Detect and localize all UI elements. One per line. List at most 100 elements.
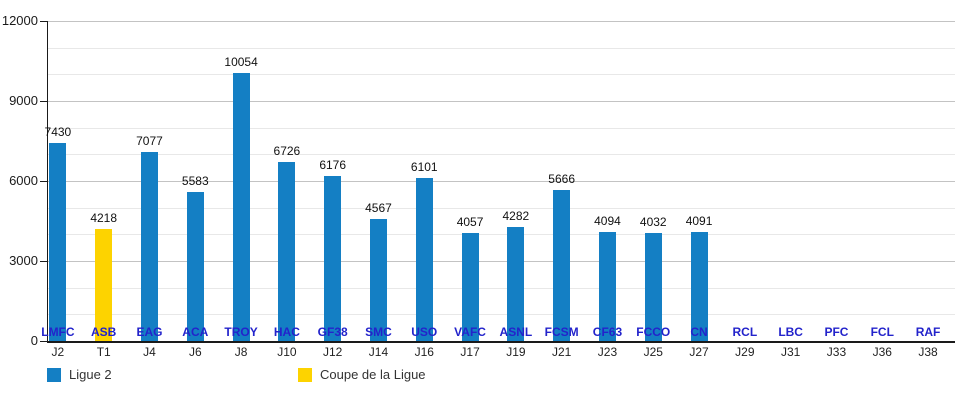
team-label-slot: PFC: [814, 325, 860, 340]
bar-J14[interactable]: [369, 219, 387, 341]
gridline: [47, 181, 955, 182]
legend-item-ligue2[interactable]: Ligue 2: [47, 367, 112, 382]
category-label-slot: J6: [172, 345, 218, 360]
category-label-slot: J16: [401, 345, 447, 360]
bar-J25[interactable]: [644, 233, 662, 341]
y-axis-tick: [40, 181, 47, 182]
bar-slot-J8: 10054: [218, 21, 264, 341]
bar-slot-J33: [814, 21, 860, 341]
category-label-J10: J10: [277, 345, 297, 359]
bar-value-label: 4218: [90, 210, 118, 225]
team-label-LBC: LBC: [778, 325, 803, 339]
category-label-slot: J14: [356, 345, 402, 360]
bar-value-label: 4032: [639, 215, 667, 230]
team-label-slot: HAC: [264, 325, 310, 340]
team-label-USO: USO: [411, 325, 438, 339]
team-label-slot: USO: [401, 325, 447, 340]
team-label-LMFC: LMFC: [41, 325, 75, 339]
bar-J4[interactable]: [140, 152, 158, 341]
bar-value-label: 4057: [456, 214, 484, 229]
category-label-J12: J12: [323, 345, 343, 359]
bar-slot-J38: [905, 21, 951, 341]
bar-slot-J29: [722, 21, 768, 341]
bar-J27[interactable]: [690, 231, 708, 341]
bar-value-label: 4094: [594, 213, 621, 228]
bar-slot-J12: 6176: [310, 21, 356, 341]
category-label-slot: J36: [859, 345, 905, 360]
team-label-VAFC: VAFC: [454, 325, 486, 339]
bar-J2[interactable]: [49, 142, 67, 341]
bar-J6[interactable]: [186, 192, 204, 341]
bar-slot-J23: 4094: [585, 21, 631, 341]
team-label-RCL: RCL: [732, 325, 758, 339]
team-label-FCL: FCL: [870, 325, 894, 339]
team-label-HAC: HAC: [273, 325, 300, 339]
category-label-slot: J31: [768, 345, 814, 360]
category-label-J25: J25: [643, 345, 663, 359]
bar-J8[interactable]: [232, 72, 250, 341]
gridline: [47, 154, 955, 156]
team-label-slot: SMC: [356, 325, 402, 340]
bar-slot-J27: 4091: [676, 21, 722, 341]
category-label-J4: J4: [143, 345, 156, 359]
category-label-J33: J33: [826, 345, 847, 359]
category-label-J21: J21: [551, 345, 572, 359]
bar-value-label: 6726: [273, 143, 301, 158]
team-label-RAF: RAF: [915, 325, 941, 339]
category-label-slot: T1: [81, 345, 127, 360]
category-label-J16: J16: [414, 345, 434, 359]
legend-item-coupe-de-la-ligue[interactable]: Coupe de la Ligue: [298, 367, 426, 382]
y-axis-tick: [40, 101, 47, 102]
y-axis-tick: [40, 341, 47, 342]
coupe-swatch-icon: [298, 367, 312, 382]
category-labels-row: J2 T1 J4 J6 J8 J10 J12 J14 J16 J17 J19 J21 J23 J25 J27…: [35, 345, 951, 360]
bar-J12[interactable]: [324, 176, 342, 341]
bar-value-label: 4567: [365, 201, 392, 216]
team-label-slot: ASB: [81, 325, 127, 340]
gridline: [47, 74, 955, 76]
bar-value-label: 5666: [548, 171, 576, 186]
team-label-ASNL: ASNL: [499, 325, 533, 339]
bar-value-label: 5583: [181, 174, 209, 189]
category-label-J38: J38: [918, 345, 938, 359]
category-label-slot: J2: [35, 345, 81, 360]
team-label-slot: CN: [676, 325, 722, 340]
category-label-J6: J6: [188, 345, 202, 359]
gridline: [47, 261, 955, 262]
team-label-SMC: SMC: [365, 325, 392, 339]
category-label-slot: J12: [310, 345, 356, 360]
bar-J16[interactable]: [415, 178, 433, 341]
category-label-slot: J38: [905, 345, 951, 360]
category-label-J17: J17: [460, 345, 480, 359]
ligue2-swatch-icon: [47, 367, 61, 382]
bar-J17[interactable]: [461, 232, 479, 341]
bar-slot-J19: 4282: [493, 21, 539, 341]
bar-slot-J31: [768, 21, 814, 341]
team-label-slot: ACA: [172, 325, 218, 340]
category-label-T1: T1: [96, 345, 111, 359]
gridline: [47, 314, 955, 316]
bar-value-label: 7430: [44, 124, 72, 139]
bar-value-label: 4282: [502, 208, 530, 223]
team-label-slot: VAFC: [447, 325, 493, 340]
team-label-ACA: ACA: [182, 325, 209, 339]
legend-label: Ligue 2: [69, 367, 112, 382]
bar-J19[interactable]: [507, 226, 525, 341]
bar-value-label: 4091: [685, 213, 713, 228]
bar-slot-J14: 4567: [356, 21, 402, 341]
team-label-slot: GF38: [310, 325, 356, 340]
category-label-slot: J25: [630, 345, 676, 360]
team-label-GF38: GF38: [317, 325, 348, 339]
bar-value-label: 7077: [136, 134, 163, 149]
bar-T1[interactable]: [95, 228, 113, 341]
team-label-slot: ASNL: [493, 325, 539, 340]
bar-value-label: 10054: [224, 54, 258, 69]
bar-J21[interactable]: [553, 189, 571, 341]
bar-J10[interactable]: [278, 161, 296, 341]
bar-J23[interactable]: [598, 231, 616, 341]
bar-slot-T1: 4218: [81, 21, 127, 341]
category-label-J8: J8: [234, 345, 248, 359]
category-label-J14: J14: [368, 345, 389, 359]
category-label-J36: J36: [872, 345, 892, 359]
